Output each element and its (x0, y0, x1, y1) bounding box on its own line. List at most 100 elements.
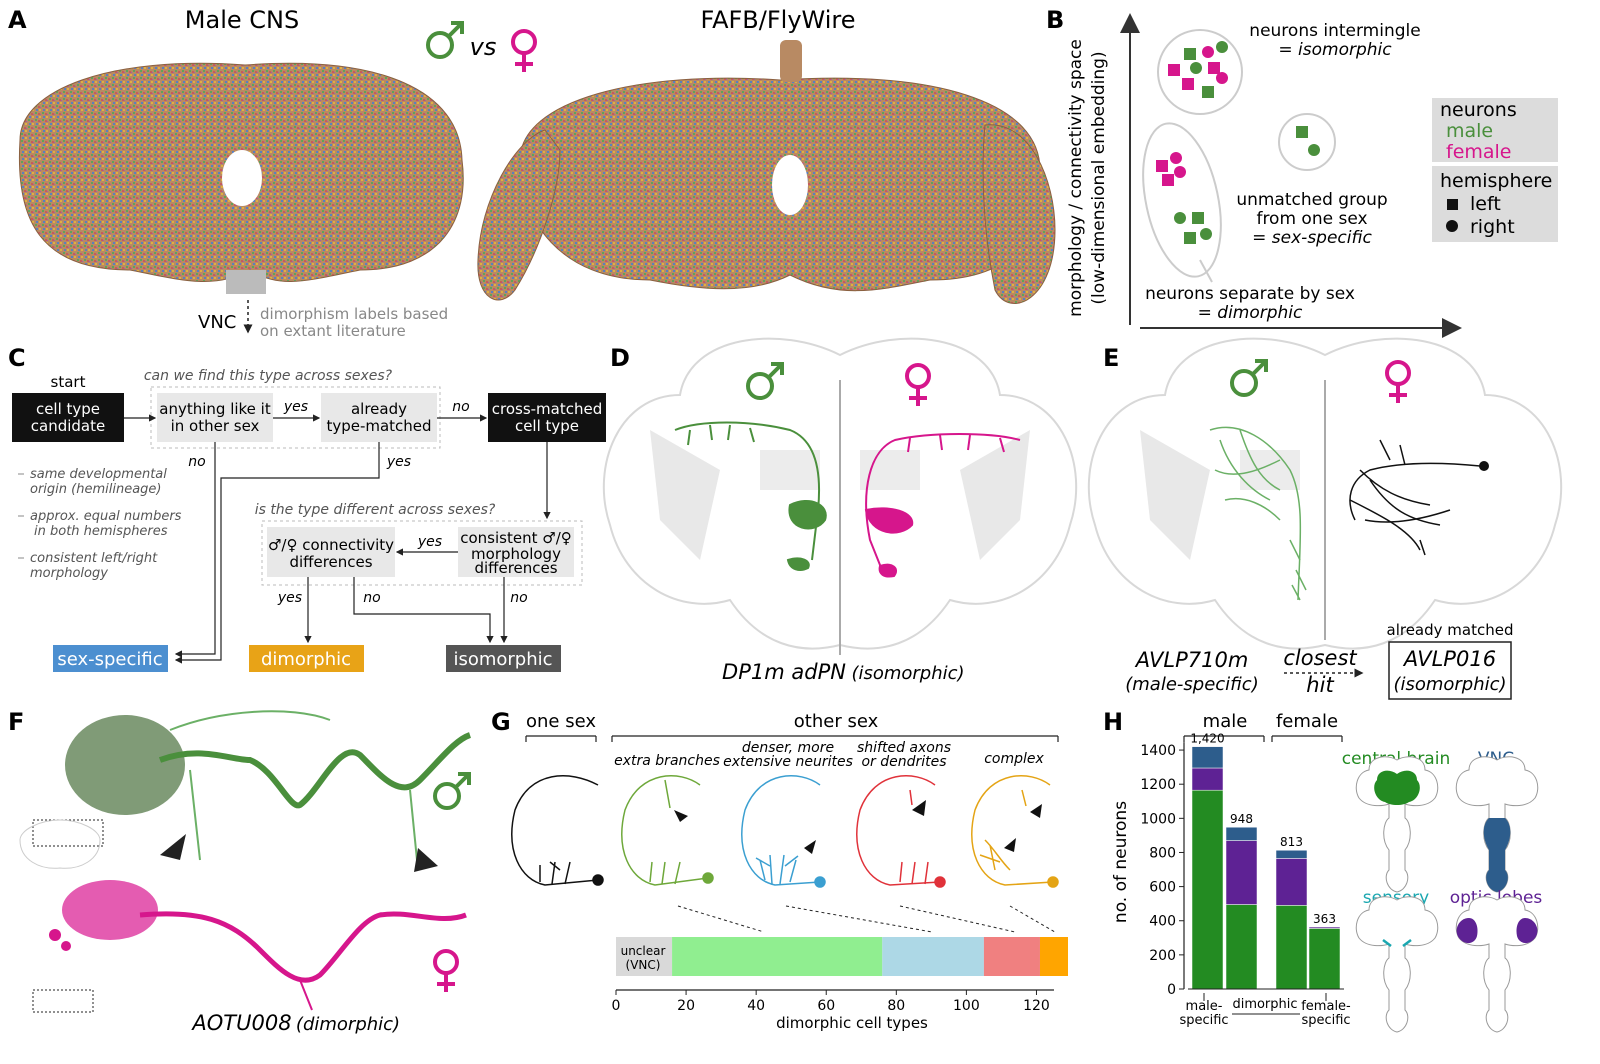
h-bar-total: 813 (1280, 835, 1303, 849)
dimorphism-note-line2: on extant literature (260, 322, 406, 340)
e-male-symbol-icon (1230, 359, 1268, 397)
e-closest: closest (1283, 646, 1357, 670)
h-bar-optic-lobes (1308, 926, 1341, 929)
sex-specific-label-1: unmatched group (1236, 190, 1387, 210)
h-female-header: female (1276, 711, 1338, 732)
isomorphic-box (446, 645, 561, 672)
h-x-tick-label: male- (1186, 999, 1223, 1014)
legend-right: right (1470, 216, 1515, 238)
sex-specific-box (53, 645, 168, 672)
h-bar-optic-lobes (1275, 858, 1308, 906)
g-bar-segment-0 (616, 937, 673, 976)
g-neuron-shifted (856, 775, 946, 888)
already-line2: type-matched (326, 417, 431, 435)
dimorphic-cluster (1142, 122, 1222, 278)
h-y-tick-label: 0 (1167, 982, 1176, 998)
fafb-ocelli (780, 40, 802, 82)
dimorphic-box (249, 645, 364, 672)
h-male-header: male (1203, 711, 1248, 732)
panel-c: C start can we find this type across sex… (8, 344, 606, 672)
g-neuron-denser (741, 775, 826, 888)
panel-a: A Male CNS FAFB/FlyWire vs VNC dimorphis… (8, 6, 1056, 340)
g-cat-shifted-2: or dendrites (861, 754, 946, 770)
fafb-title: FAFB/FlyWire (700, 6, 855, 34)
candidate-line2: candidate (31, 417, 105, 435)
h-x-tick-label: specific (1301, 1013, 1350, 1028)
criterion-2b: in both hemispheres (34, 524, 168, 539)
male-brain-esophagus (222, 150, 262, 206)
male-symbol-icon (426, 21, 464, 59)
h-bar-central-brain (1225, 904, 1258, 990)
panel-d: D DP1m adPN (isomorphic) (602, 337, 1078, 684)
f-caption-name: AOTU008 (190, 1011, 291, 1035)
h-bar-central-brain (1191, 789, 1224, 990)
g-bar-segment-1 (672, 937, 883, 976)
legend-hemisphere: hemisphere (1440, 170, 1552, 192)
no-label-3: no (363, 590, 380, 606)
female-symbol-icon (511, 29, 537, 74)
g-cat-complex: complex (984, 751, 1044, 767)
h-bar-VNC (1225, 826, 1258, 841)
no-label-2: no (188, 454, 205, 470)
start-label: start (51, 373, 86, 391)
already-type-matched-box (321, 393, 437, 442)
male-vnc-stub (226, 270, 266, 294)
e-left-class: (male-specific) (1125, 674, 1258, 695)
h-y-tick-label: 800 (1149, 845, 1176, 861)
g-tick-label: 20 (677, 998, 695, 1014)
criteria-list: same developmental origin (hemilineage) … (18, 467, 182, 581)
f-male-symbol-icon (433, 772, 471, 810)
f-female-symbol-icon (433, 949, 459, 994)
sex-specific-label-3: = sex-specific (1252, 228, 1372, 248)
e-hit: hit (1306, 673, 1334, 697)
cell-type-candidate-box (12, 393, 124, 442)
b-y-axis-label-2: (low-dimensional embedding) (1089, 51, 1109, 304)
g-cat-denser-1: denser, more (742, 740, 834, 756)
legend-male: male (1446, 120, 1493, 142)
panel-h: H male female no. of neurons 0 200 400 600 8… (1103, 708, 1542, 1033)
h-bar-optic-lobes (1225, 840, 1258, 905)
e-female-neuron (1349, 439, 1481, 556)
e-right-class: (isomorphic) (1393, 674, 1506, 695)
h-bar-total: 1,420 (1190, 732, 1224, 746)
h-y-tick-label: 1000 (1140, 811, 1176, 827)
cross-matched-box (488, 393, 606, 442)
e-right-name: AVLP016 (1402, 647, 1496, 671)
sex-specific-label: sex-specific (57, 649, 162, 670)
conn-line2: differences (289, 553, 372, 571)
g-bar-segment-2 (882, 937, 984, 976)
panel-a-letter: A (8, 6, 27, 34)
g-tick-label: 80 (887, 998, 905, 1014)
yes-label-3: yes (417, 534, 442, 550)
cross-line1: cross-matched (492, 400, 603, 418)
criterion-3b: morphology (30, 566, 108, 581)
dimorphic-label-1: neurons separate by sex (1145, 284, 1355, 304)
fafb-esophagus (772, 155, 808, 215)
d-male-neuron (674, 421, 827, 571)
panel-f: F AOTU008 (dimorphic) (8, 708, 472, 1035)
h-bar-optic-lobes (1191, 767, 1224, 791)
panel-c-letter: C (8, 344, 26, 372)
isomorphic-label: isomorphic (453, 649, 552, 670)
e-avlp016-box (1388, 641, 1512, 700)
criterion-3a: consistent left/right (30, 551, 158, 566)
h-y-tick-label: 400 (1149, 914, 1176, 930)
legend-female: female (1446, 141, 1512, 163)
g-cat-denser-2: extensive neurites (723, 754, 853, 770)
g-cat-shifted-1: shifted axons (857, 740, 951, 756)
morph-line2: morphology (471, 545, 561, 563)
e-male-neuron (1209, 426, 1307, 601)
f-female-neuron (49, 880, 467, 1011)
dimorphic-label-2: = dimorphic (1198, 303, 1303, 323)
criterion-1a: same developmental (30, 467, 167, 482)
morph-line3: differences (474, 559, 557, 577)
h-x-tick-label: dimorphic (1232, 997, 1297, 1012)
panel-f-letter: F (8, 708, 24, 736)
h-y-tick-label: 200 (1149, 948, 1176, 964)
h-bar-central-brain (1308, 928, 1341, 990)
d-female-symbol-icon (905, 363, 931, 408)
panel-b: B morphology / connectivity space (low-d… (1046, 6, 1558, 338)
question-1: can we find this type across sexes? (144, 368, 393, 384)
like-line2: in other sex (171, 417, 260, 435)
